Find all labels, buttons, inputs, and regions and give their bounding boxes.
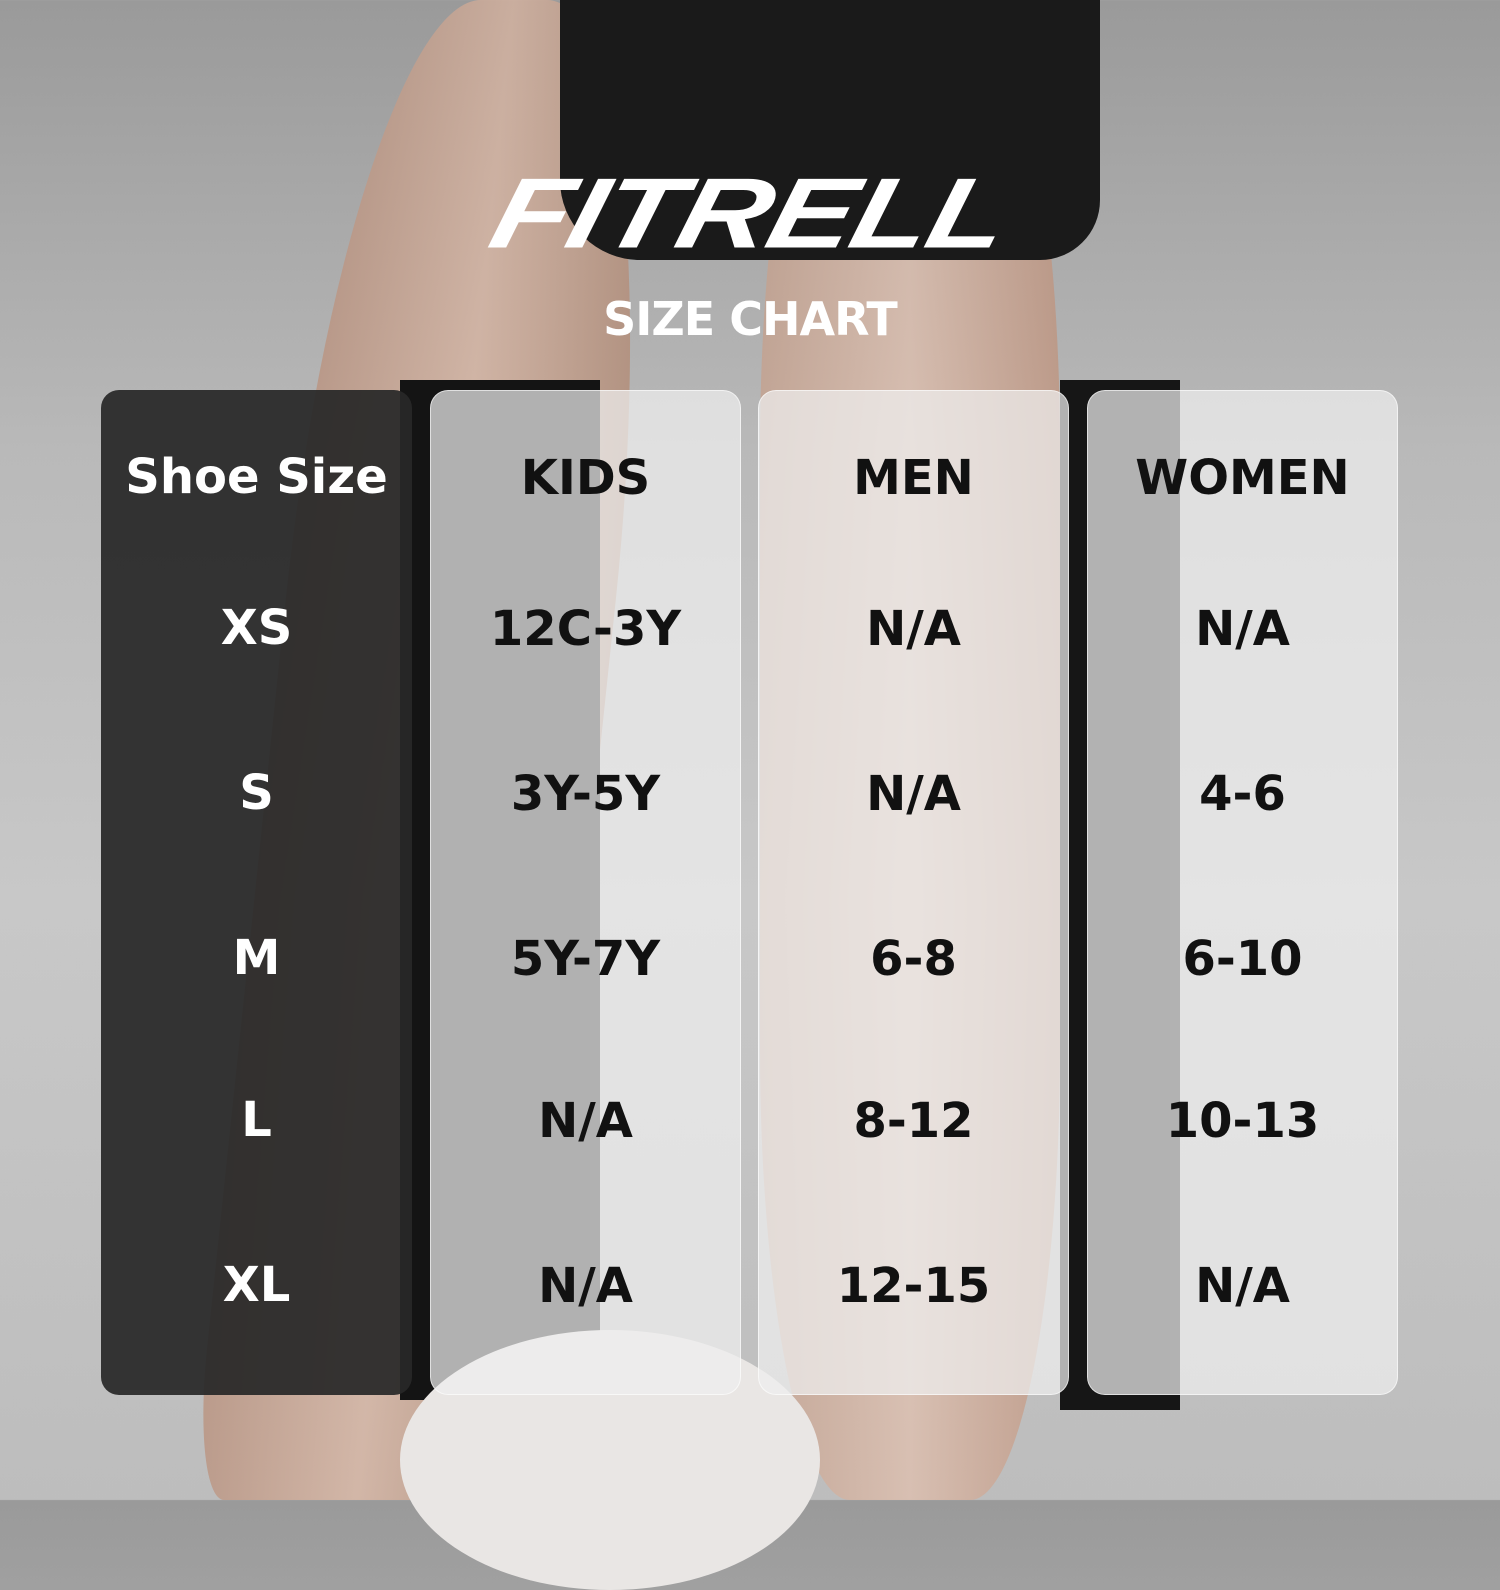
table-cell: N/A <box>538 1093 633 1149</box>
table-cell: N/A <box>866 766 961 822</box>
table-cell: 8-12 <box>853 1093 974 1149</box>
column-header: MEN <box>853 450 974 506</box>
table-cell: N/A <box>1195 1258 1290 1314</box>
background-shorts <box>560 0 1100 260</box>
column-header: KIDS <box>520 450 651 506</box>
table-cell: XS <box>220 600 293 656</box>
table-cell: 6-8 <box>870 931 957 987</box>
table-cell: L <box>241 1092 272 1148</box>
table-cell: 12-15 <box>836 1258 991 1314</box>
size-chart-title: SIZE CHART <box>603 292 898 346</box>
table-cell: M <box>232 930 281 986</box>
table-cell: 4-6 <box>1199 766 1286 822</box>
table-cell: N/A <box>1195 601 1290 657</box>
table-cell: 10-13 <box>1165 1093 1320 1149</box>
table-cell: N/A <box>538 1258 633 1314</box>
column-kids: KIDS 12C-3Y 3Y-5Y 5Y-7Y N/A N/A <box>430 390 741 1395</box>
table-cell: XL <box>222 1257 291 1313</box>
table-cell: 5Y-7Y <box>510 931 661 987</box>
table-cell: 6-10 <box>1182 931 1303 987</box>
column-men: MEN N/A N/A 6-8 8-12 12-15 <box>758 390 1069 1395</box>
column-header: WOMEN <box>1135 450 1350 506</box>
table-cell: 3Y-5Y <box>510 766 661 822</box>
brand-logo: FITRELL <box>480 157 1020 270</box>
table-cell: N/A <box>866 601 961 657</box>
table-cell: S <box>239 765 274 821</box>
column-shoe-size: Shoe Size XS S M L XL <box>101 390 412 1395</box>
table-cell: 12C-3Y <box>489 601 682 657</box>
column-women: WOMEN N/A 4-6 6-10 10-13 N/A <box>1087 390 1398 1395</box>
column-header: Shoe Size <box>125 449 388 505</box>
